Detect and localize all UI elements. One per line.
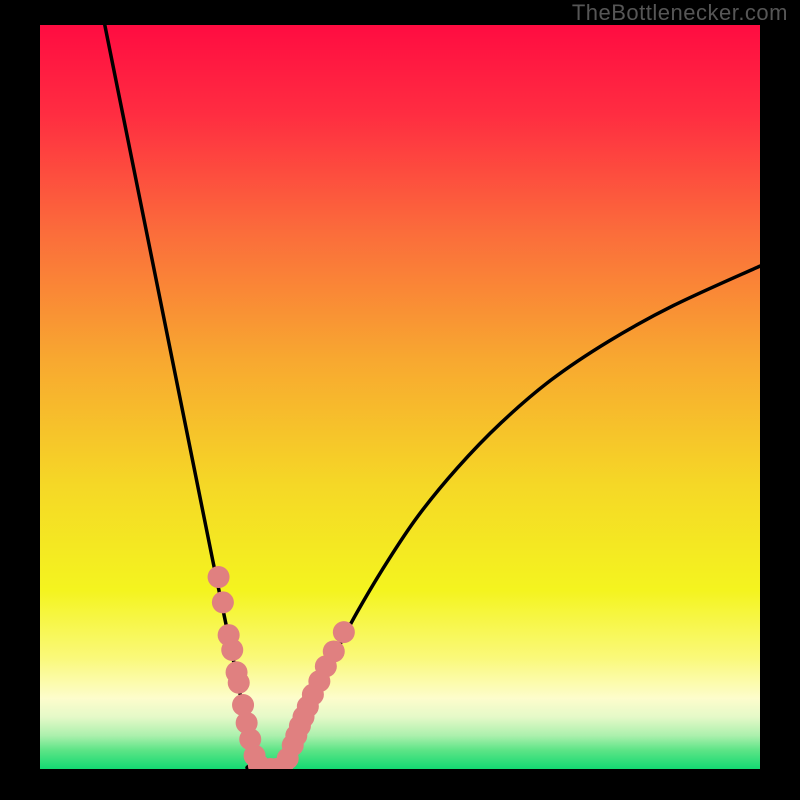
watermark-text: TheBottlenecker.com xyxy=(572,0,788,26)
marker-point xyxy=(228,672,250,694)
marker-point xyxy=(333,621,355,643)
marker-point xyxy=(323,640,345,662)
chart-root: TheBottlenecker.com xyxy=(0,0,800,800)
plot-background xyxy=(40,25,760,769)
marker-point xyxy=(212,591,234,613)
chart-svg xyxy=(0,0,800,800)
marker-point xyxy=(221,639,243,661)
marker-point xyxy=(208,566,230,588)
